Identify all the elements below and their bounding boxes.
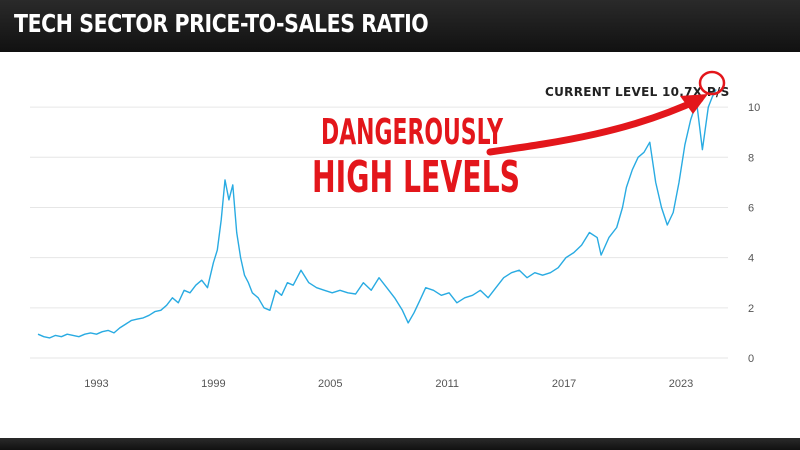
x-tick-label: 2023 [669, 378, 693, 390]
series-line [37, 89, 717, 339]
headline-line-2: HIGH LEVELS [312, 152, 520, 203]
x-tick-label: 2017 [552, 378, 576, 390]
red-arrow [486, 95, 704, 156]
y-tick-label: 6 [748, 202, 754, 214]
current-level-circle [698, 70, 726, 96]
y-tick-label: 0 [748, 353, 754, 365]
y-tick-label: 4 [748, 253, 754, 265]
x-tick-label: 1999 [201, 378, 225, 390]
y-tick-label: 2 [748, 303, 754, 315]
title-bar: TECH SECTOR PRICE-TO-SALES RATIO [0, 0, 800, 52]
y-axis-ticks: 0 2 4 6 8 10 [748, 102, 760, 365]
headline-line-1: DANGEROUSLY [321, 112, 504, 153]
x-axis-ticks: 1993 1999 2005 2011 2017 2023 [84, 378, 693, 390]
page-title: TECH SECTOR PRICE-TO-SALES RATIO [14, 9, 429, 38]
y-tick-label: 10 [748, 102, 760, 114]
y-tick-label: 8 [748, 152, 754, 164]
x-tick-label: 2005 [318, 378, 342, 390]
price-to-sales-chart: 1993 1999 2005 2011 2017 2023 0 2 4 6 8 10 CURRENT… [30, 70, 760, 390]
bottom-bar [0, 438, 800, 450]
gridlines [30, 106, 728, 359]
x-tick-label: 2011 [435, 378, 459, 390]
current-level-label: CURRENT LEVEL 10.7X P/S [545, 85, 730, 99]
x-tick-label: 1993 [84, 378, 108, 390]
red-arrowhead [680, 94, 708, 114]
